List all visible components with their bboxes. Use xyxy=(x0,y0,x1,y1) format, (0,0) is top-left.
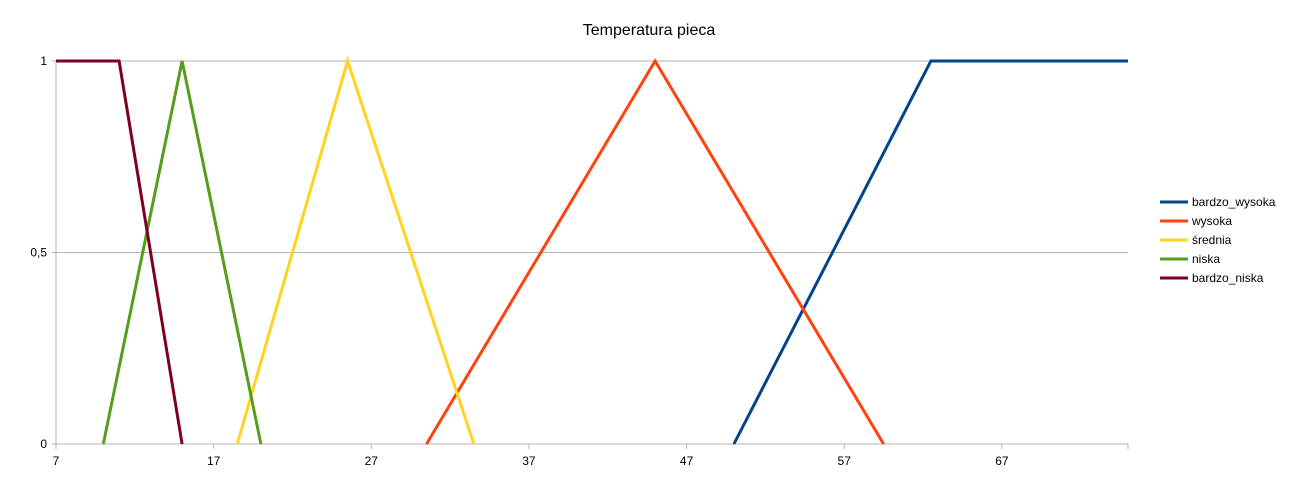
y-tick-label: 1 xyxy=(40,54,47,68)
chart-title: Temperatura pieca xyxy=(583,22,716,39)
x-tick-label: 27 xyxy=(365,454,379,468)
series-line-bardzo_wysoka xyxy=(732,59,1128,445)
x-tick-label: 7 xyxy=(53,454,60,468)
legend-label: niska xyxy=(1192,252,1220,266)
x-tick-label: 67 xyxy=(995,454,1009,468)
legend-label: wysoka xyxy=(1191,214,1232,228)
axes: 00,517 17 27 37 47 57 67 xyxy=(30,54,1129,468)
legend-label: bardzo_wysoka xyxy=(1192,195,1276,209)
x-tick-label: 47 xyxy=(680,454,694,468)
y-tick-label: 0,5 xyxy=(30,246,47,260)
series-line-wysoka xyxy=(425,58,885,445)
series-line-niska xyxy=(101,60,263,445)
series-line-średnia xyxy=(235,55,476,445)
x-tick-label: 17 xyxy=(207,454,221,468)
legend-label: bardzo_niska xyxy=(1192,271,1264,285)
grid xyxy=(56,60,1128,445)
legend-label: średnia xyxy=(1192,233,1232,247)
series-line-bardzo_niska xyxy=(56,59,184,445)
y-tick-label: 0 xyxy=(40,437,47,451)
x-tick-label: 57 xyxy=(838,454,852,468)
x-tick-label: 37 xyxy=(522,454,536,468)
plot-area xyxy=(56,55,1128,445)
